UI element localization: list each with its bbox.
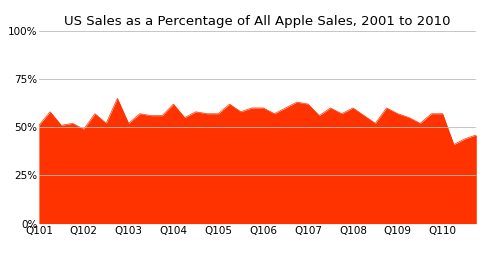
Title: US Sales as a Percentage of All Apple Sales, 2001 to 2010: US Sales as a Percentage of All Apple Sa… (64, 15, 451, 28)
